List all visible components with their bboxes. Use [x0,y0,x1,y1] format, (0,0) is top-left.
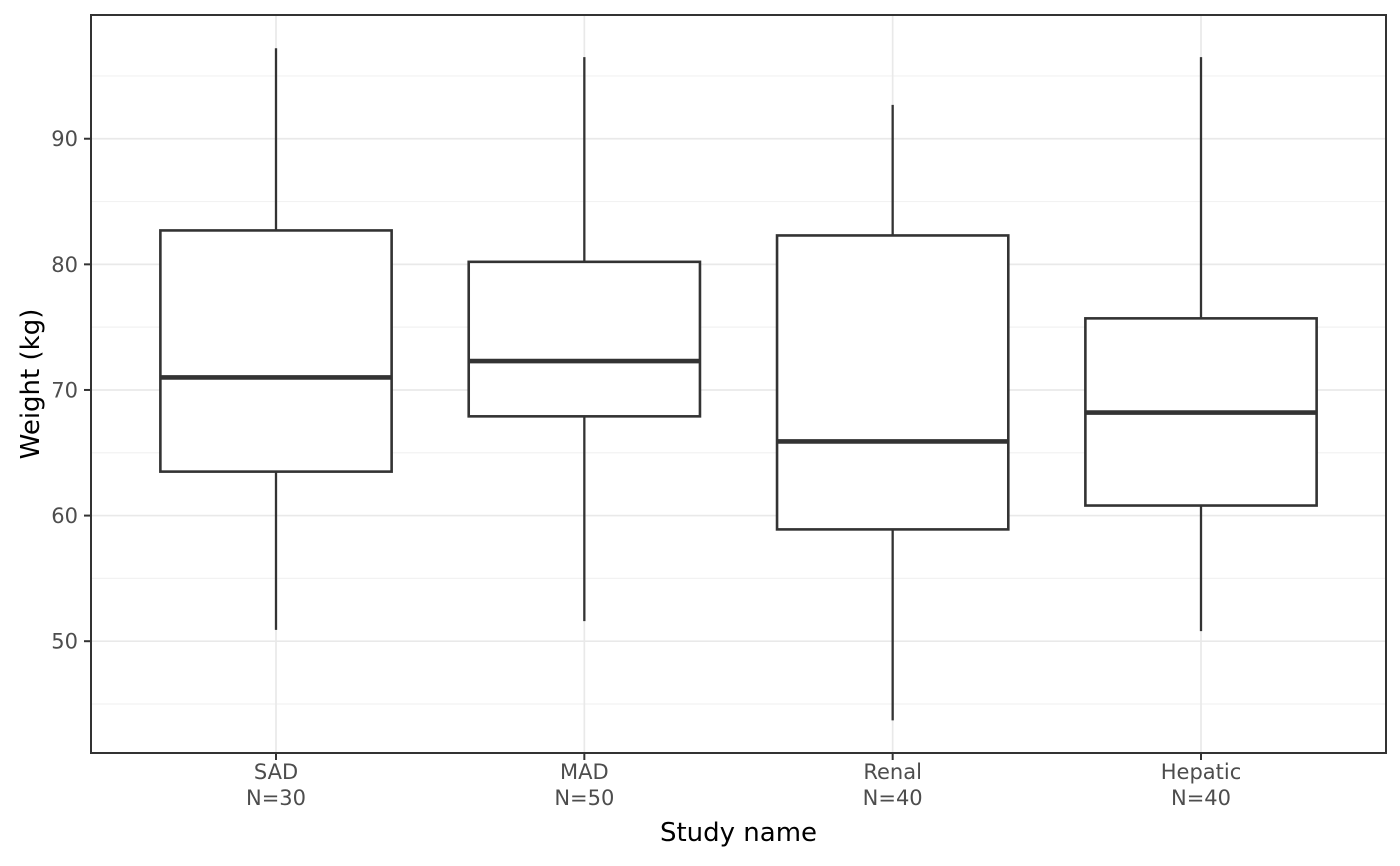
x-tick-label: SAD [254,760,298,784]
x-axis-title: Study name [659,818,818,848]
iqr-box [159,229,393,473]
x-tick-label: MAD [560,760,609,784]
iqr-box [775,234,1010,531]
x-tick-sublabel: N=40 [863,786,923,810]
y-tick-label: 80 [51,253,78,277]
y-tick-label: 70 [51,378,78,402]
iqr-box [467,260,702,418]
x-tick-label: Renal [863,760,922,784]
y-axis-title: Weight (kg) [16,308,46,460]
x-tick-sublabel: N=40 [1171,786,1231,810]
y-tick-label: 50 [51,630,78,654]
y-tick-label: 90 [51,127,78,151]
x-tick-label: Hepatic [1161,760,1242,784]
x-tick-sublabel: N=30 [246,786,306,810]
boxplot-sad [159,48,393,630]
x-tick-sublabel: N=50 [554,786,614,810]
y-tick-label: 60 [51,504,78,528]
boxplot-renal [775,104,1010,721]
boxplot-mad [467,57,702,622]
panel-border [90,14,1387,754]
boxplot-hepatic [1084,57,1318,632]
